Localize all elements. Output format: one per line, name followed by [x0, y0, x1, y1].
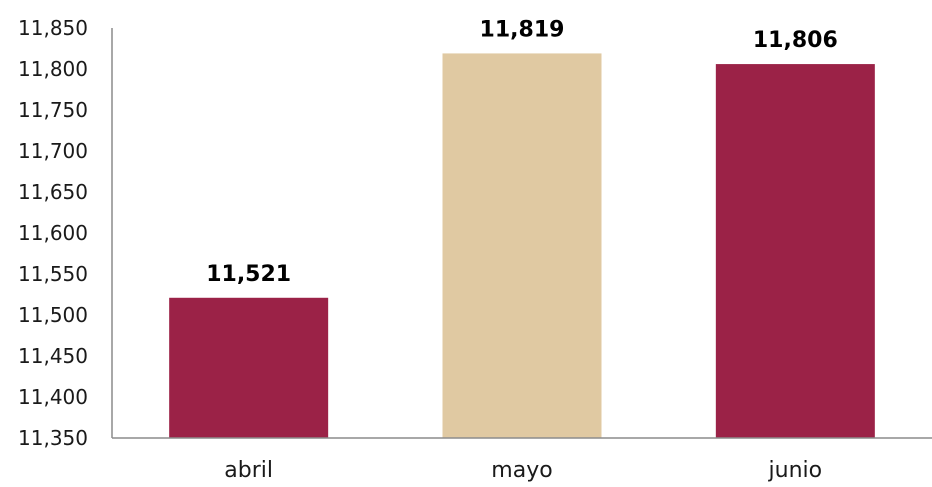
y-tick-label: 11,400	[18, 385, 88, 409]
y-tick-label: 11,600	[18, 221, 88, 245]
bar-abril	[169, 297, 329, 438]
y-tick-label: 11,800	[18, 57, 88, 81]
y-tick-label: 11,750	[18, 98, 88, 122]
data-label-abril: 11,521	[206, 262, 291, 287]
y-tick-label: 11,700	[18, 139, 88, 163]
y-tick-label: 11,500	[18, 303, 88, 327]
x-axis-labels: abril mayo junio	[224, 458, 822, 483]
data-label-mayo: 11,819	[480, 17, 565, 42]
y-tick-label: 11,850	[18, 16, 88, 40]
bar-mayo	[442, 53, 602, 439]
data-labels: 11,521 11,819 11,806	[206, 17, 838, 286]
y-tick-label: 11,450	[18, 344, 88, 368]
x-tick-label-abril: abril	[224, 458, 273, 483]
bar-junio	[715, 64, 875, 438]
x-tick-label-junio: junio	[768, 458, 823, 483]
y-tick-label: 11,650	[18, 180, 88, 204]
bars	[169, 53, 875, 439]
y-tick-label: 11,350	[18, 426, 88, 450]
y-axis-ticks: 11,350 11,400 11,450 11,500 11,550 11,600 11,6…	[18, 16, 88, 450]
data-label-junio: 11,806	[753, 28, 838, 53]
y-tick-label: 11,550	[18, 262, 88, 286]
x-tick-label-mayo: mayo	[491, 458, 552, 483]
